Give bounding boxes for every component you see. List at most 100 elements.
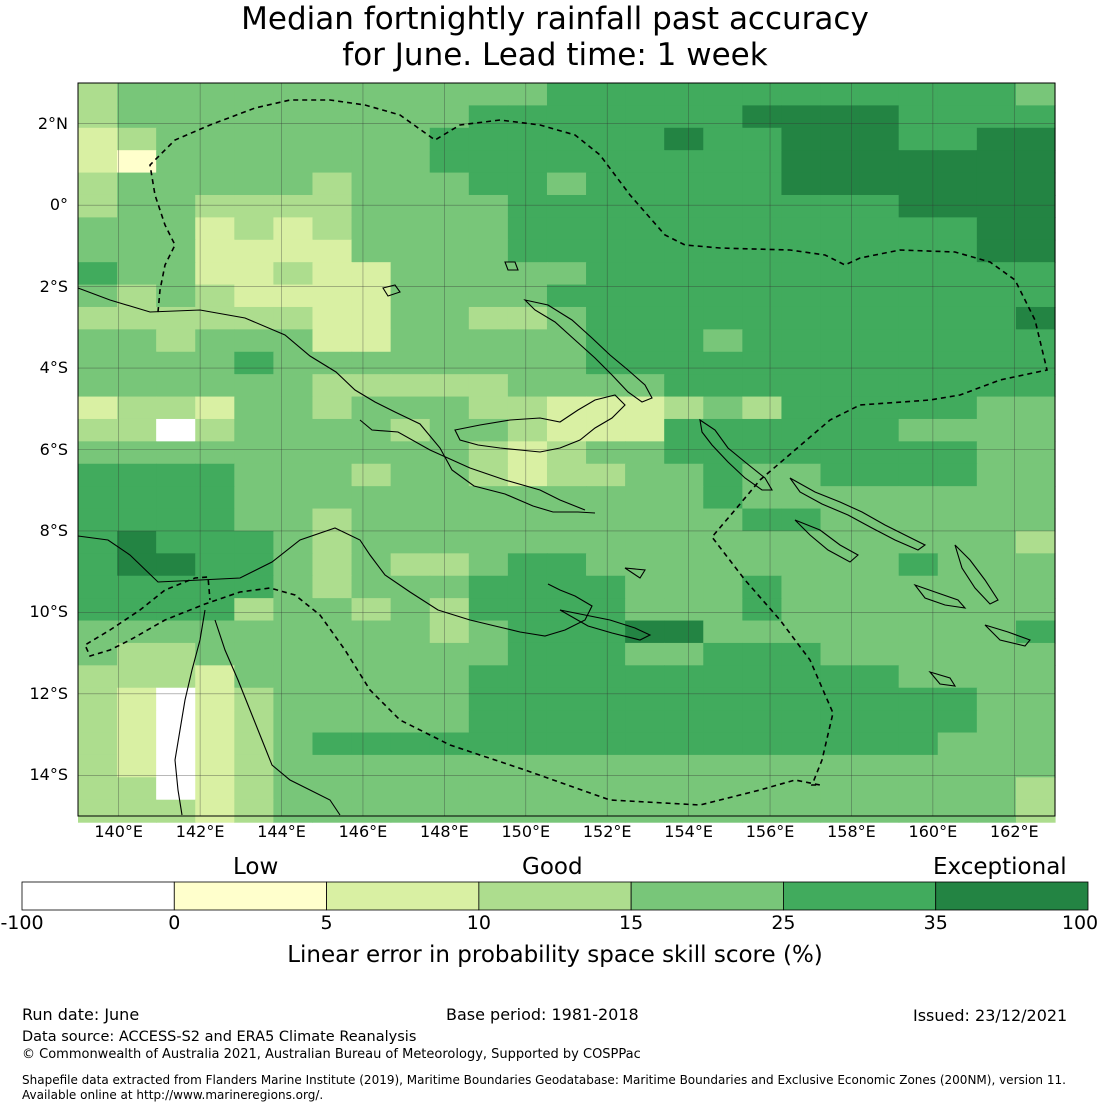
heatmap-cell [781, 732, 822, 756]
heatmap-cell [507, 262, 548, 286]
heatmap-cell [664, 418, 704, 442]
heatmap-cell [507, 732, 548, 756]
heatmap-cell [78, 642, 118, 666]
heatmap-cell [117, 620, 157, 644]
heatmap-cell [429, 351, 470, 375]
heatmap-cell [586, 486, 626, 510]
heatmap-cell [507, 351, 548, 375]
heatmap-cell [820, 217, 861, 241]
heatmap-cell [1015, 306, 1056, 330]
heatmap-cell [234, 799, 274, 823]
heatmap-cell [546, 239, 587, 263]
heatmap-cell [117, 710, 157, 734]
heatmap-cell [625, 351, 665, 375]
heatmap-cell [586, 194, 626, 218]
heatmap-cell [234, 374, 274, 398]
heatmap-cell [586, 530, 626, 554]
louisiade-islands [559, 609, 652, 641]
heatmap-cell [312, 486, 353, 510]
heatmap-cell [468, 217, 509, 241]
heatmap-cell [78, 217, 118, 241]
heatmap-cell [468, 329, 509, 353]
heatmap-cell [742, 620, 783, 644]
heatmap-cell [78, 620, 118, 644]
heatmap-cell [703, 732, 743, 756]
heatmap-cell [820, 262, 861, 286]
heatmap-cell [429, 329, 470, 353]
heatmap-cell [546, 620, 587, 644]
heatmap-cell [937, 351, 978, 375]
heatmap-cell [1015, 620, 1056, 644]
heatmap-cell [234, 351, 274, 375]
heatmap-cell [273, 105, 314, 129]
heatmap-cell [312, 642, 353, 666]
heatmap-cell [156, 150, 196, 174]
heatmap-cell [586, 441, 626, 465]
heatmap-cell [156, 553, 196, 577]
heatmap-cell [1015, 351, 1056, 375]
heatmap-cell [820, 329, 861, 353]
heatmap-cell [664, 508, 704, 532]
heatmap-cell [586, 463, 626, 487]
heatmap-cell [156, 284, 196, 308]
heatmap-cell [703, 530, 743, 554]
heatmap-cell [507, 418, 548, 442]
heatmap-cell [976, 620, 1017, 644]
heatmap-cell [195, 127, 235, 151]
heatmap-cell [390, 710, 431, 734]
heatmap-cell [742, 351, 783, 375]
heatmap-cell [273, 508, 314, 532]
heatmap-cell [703, 710, 743, 734]
heatmap-cell [781, 441, 822, 465]
heatmap-cell [312, 530, 353, 554]
heatmap-cell [703, 799, 743, 823]
heatmap-cell [273, 329, 314, 353]
heatmap-cell [234, 217, 274, 241]
heatmap-cell [937, 83, 978, 106]
heatmap-cell [273, 150, 314, 174]
heatmap-cell [351, 306, 392, 330]
heatmap-cell [664, 665, 704, 689]
heatmap-cell [546, 418, 587, 442]
heatmap-cell [156, 463, 196, 487]
heatmap-cell [390, 687, 431, 711]
heatmap-cell [742, 754, 783, 778]
heatmap-cell [976, 262, 1017, 286]
heatmap-cell [1015, 127, 1056, 151]
heatmap-cell [234, 486, 274, 510]
heatmap-cell [820, 777, 861, 801]
heatmap-cell [468, 239, 509, 263]
heatmap-cell [78, 239, 118, 263]
heatmap-cell [820, 754, 861, 778]
heatmap-cell [820, 598, 861, 622]
heatmap-cell [390, 329, 431, 353]
heatmap-cell [312, 105, 353, 129]
heatmap-cell [820, 127, 861, 151]
heatmap-cell [351, 777, 392, 801]
heatmap-cell [781, 284, 822, 308]
heatmap-cell [195, 799, 235, 823]
heatmap-cell [546, 642, 587, 666]
heatmap-cell [195, 329, 235, 353]
longitude-label: 148°E [420, 822, 469, 841]
heatmap-cell [898, 262, 939, 286]
heatmap-cell [195, 777, 235, 801]
heatmap-cell [117, 329, 157, 353]
heatmap-cell [898, 127, 939, 151]
heatmap-cell [507, 530, 548, 554]
heatmap-cell [429, 710, 470, 734]
heatmap-cell [195, 217, 235, 241]
heatmap-cell [976, 575, 1017, 599]
heatmap-cell [507, 575, 548, 599]
heatmap-cell [625, 620, 665, 644]
heatmap-cell [664, 486, 704, 510]
colorbar-bin [21, 881, 175, 911]
heatmap-cell [976, 329, 1017, 353]
heatmap-cell [703, 217, 743, 241]
latitude-label: 8°S [39, 520, 68, 540]
heatmap-cell [781, 754, 822, 778]
longitude-label: 154°E [664, 822, 713, 841]
heatmap-cell [937, 620, 978, 644]
heatmap-cell [546, 127, 587, 151]
heatmap-cell [273, 351, 314, 375]
